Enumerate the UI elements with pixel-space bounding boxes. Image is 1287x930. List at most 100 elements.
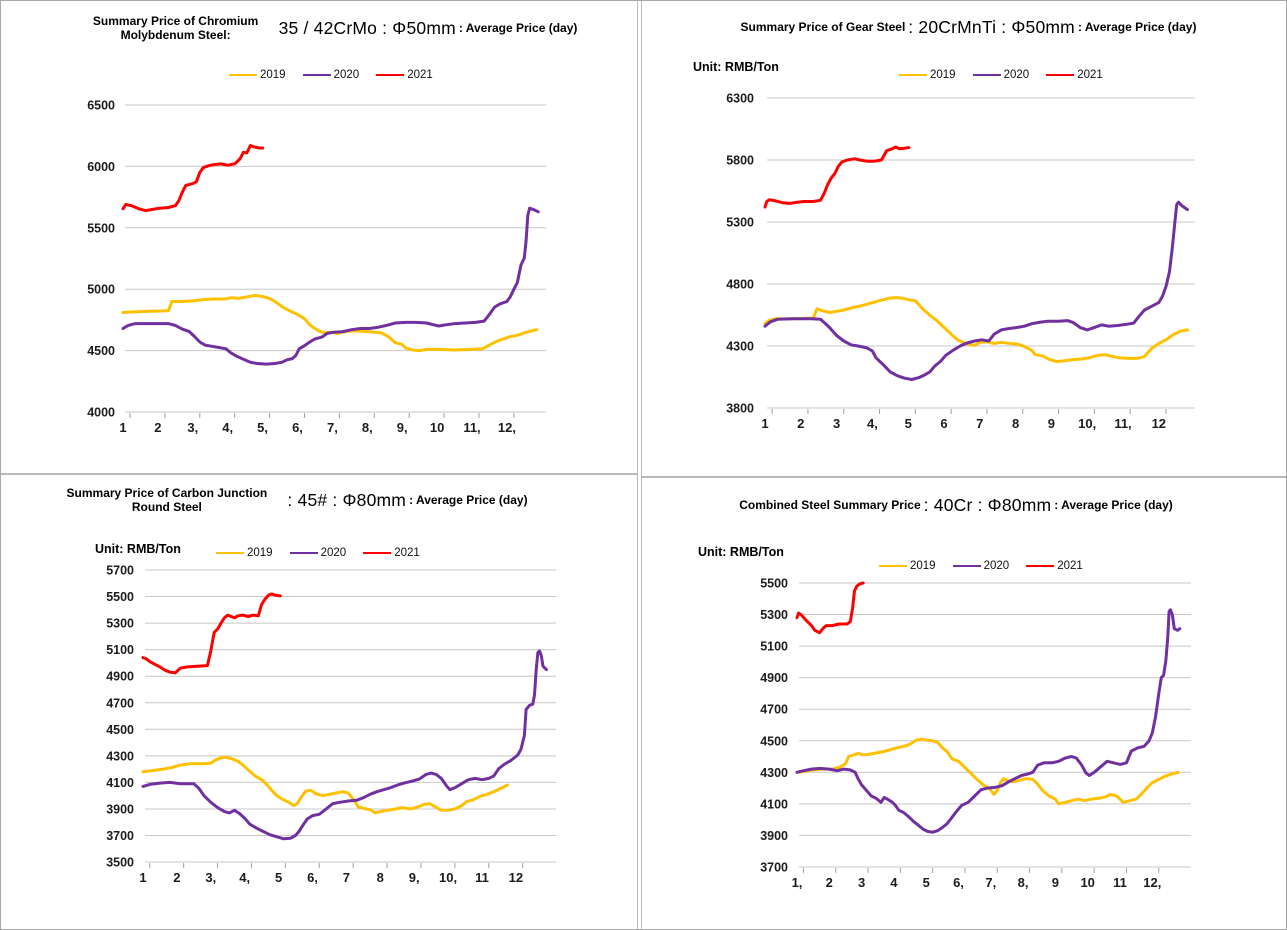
y-tick-label: 6300: [726, 92, 754, 106]
y-tick-label: 5300: [760, 608, 788, 622]
unit-label: Unit: RMB/Ton: [693, 60, 779, 74]
y-tick-label: 3900: [760, 829, 788, 843]
x-tick-label: 3,: [187, 420, 198, 435]
x-tick-label: 8,: [1018, 875, 1029, 890]
y-tick-label: 4300: [760, 766, 788, 780]
y-tick-label: 4800: [726, 278, 754, 292]
series-line-2021: [795, 581, 865, 635]
series-line-2020: [795, 608, 1182, 834]
legend-label: 2021: [407, 69, 433, 81]
x-tick-label: 4,: [239, 870, 250, 885]
x-tick-label: 12: [509, 870, 523, 885]
legend-marker-2021: [1026, 565, 1055, 567]
x-tick-label: 8,: [362, 420, 373, 435]
y-tick-label: 4500: [106, 723, 134, 737]
legend-label: 2021: [1077, 69, 1103, 81]
legend-item-2021: 2021: [376, 69, 433, 81]
legend-marker-2021: [376, 74, 405, 76]
y-tick-label: 3700: [760, 860, 788, 874]
x-tick-label: 1: [139, 870, 146, 885]
chart-title-main: : 40Cr : Φ80mm: [923, 494, 1052, 515]
legend-item-2020: 2020: [302, 69, 359, 81]
chart-title-suffix: : Average Price (day): [409, 493, 528, 507]
legend-label: 2021: [394, 547, 420, 559]
legend-item-2021: 2021: [1026, 560, 1083, 572]
y-tick-label: 4000: [87, 406, 115, 420]
x-tick-label: 12,: [498, 420, 516, 435]
horizontal-divider-left: [1, 473, 638, 475]
legend-item-2019: 2019: [229, 69, 286, 81]
chart-title-main: : 20CrMnTi : Φ50mm: [908, 16, 1075, 37]
x-tick-label: 7,: [327, 420, 338, 435]
legend-label: 2019: [930, 69, 956, 81]
legend-marker-2019: [229, 74, 257, 76]
legend-item-2020: 2020: [289, 547, 347, 559]
legend-marker-2021: [1046, 74, 1075, 76]
legend-label: 2020: [983, 560, 1010, 572]
x-tick-label: 3,: [205, 870, 216, 885]
x-tick-label: 8: [1012, 416, 1019, 431]
x-tick-label: 7: [343, 870, 350, 885]
legend-label: 2021: [1057, 560, 1083, 572]
chart-title-suffix: : Average Price (day): [1054, 498, 1173, 512]
x-tick-label: 6,: [292, 420, 303, 435]
legend-item-2021: 2021: [363, 547, 420, 559]
x-tick-label: 1,: [792, 875, 803, 890]
y-tick-label: 4100: [760, 797, 788, 811]
y-tick-label: 5300: [106, 617, 134, 631]
x-tick-label: 12,: [1143, 875, 1161, 890]
x-tick-label: 3: [858, 875, 865, 890]
x-tick-label: 11: [475, 870, 489, 885]
legend-marker-2019: [879, 565, 907, 567]
series-line-2021: [763, 145, 911, 209]
x-tick-label: 2: [797, 416, 804, 431]
legend-label: 2019: [910, 560, 936, 572]
legend-marker-2020: [952, 565, 981, 567]
legend-marker-2019: [216, 552, 244, 554]
chart-title-combined-steel: Combined Steel Summary Price : 40Cr : Φ8…: [696, 491, 1216, 519]
x-tick-label: 11,: [1114, 416, 1131, 431]
legend-label: 2020: [320, 547, 347, 559]
x-tick-label: 5,: [257, 420, 268, 435]
chart-title-prefix: Summary Price of Gear Steel: [740, 19, 906, 34]
y-tick-label: 5300: [726, 216, 754, 230]
x-tick-label: 9,: [409, 870, 420, 885]
legend-marker-2021: [363, 552, 392, 554]
y-tick-label: 4300: [726, 340, 754, 354]
x-tick-label: 4,: [222, 420, 233, 435]
chart-legend: 2019 2020 2021: [216, 547, 420, 559]
y-tick-label: 4900: [106, 670, 134, 684]
y-tick-label: 5500: [87, 221, 115, 235]
chart-title-prefix: Summary Price of Chromium Molybdenum Ste…: [92, 13, 259, 42]
x-tick-label: 11: [1113, 875, 1127, 890]
y-tick-label: 5700: [106, 564, 134, 578]
y-tick-label: 4700: [760, 703, 788, 717]
chart-title-carbon-junction: Summary Price of Carbon Junction Round S…: [26, 479, 551, 521]
legend-item-2021: 2021: [1046, 69, 1103, 81]
chart-title-prefix: Summary Price of Carbon Junction Round S…: [66, 485, 268, 514]
x-tick-label: 10,: [439, 870, 457, 885]
x-tick-label: 12: [1152, 416, 1166, 431]
x-tick-label: 5: [905, 416, 912, 431]
x-tick-label: 5: [923, 875, 930, 890]
y-tick-label: 3800: [726, 402, 754, 416]
y-tick-label: 4100: [106, 776, 134, 790]
vertical-divider: [641, 1, 642, 929]
x-tick-label: 7,: [985, 875, 996, 890]
y-tick-label: 4700: [106, 696, 134, 710]
legend-label: 2020: [1003, 69, 1030, 81]
x-tick-label: 8: [377, 870, 384, 885]
series-line-2020: [763, 200, 1189, 381]
legend-label: 2019: [260, 69, 286, 81]
x-tick-label: 2: [173, 870, 180, 885]
series-line-2021: [141, 592, 282, 675]
y-tick-label: 4500: [87, 344, 115, 358]
x-tick-label: 4: [890, 875, 898, 890]
legend-marker-2020: [302, 74, 331, 76]
series-line-2019: [763, 296, 1189, 363]
y-tick-label: 6000: [87, 160, 115, 174]
x-tick-label: 6: [940, 416, 947, 431]
x-tick-label: 5: [275, 870, 282, 885]
